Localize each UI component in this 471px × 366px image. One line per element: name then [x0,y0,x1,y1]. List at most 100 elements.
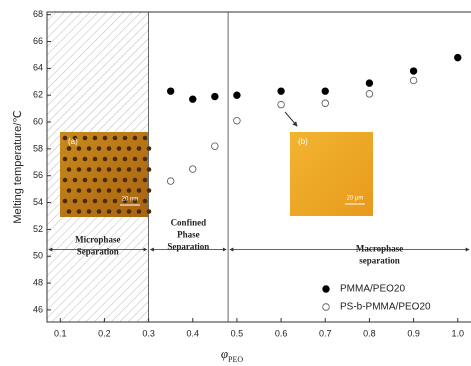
inset-texture [83,157,88,162]
inset-texture [143,136,148,141]
x-tick-label: 0.7 [319,328,332,338]
inset-pointer [285,112,297,126]
inset-texture [67,167,72,172]
legend-marker [323,304,330,311]
data-point [212,143,219,150]
inset-texture [133,178,138,183]
y-tick-label: 48 [33,277,43,287]
region-label: Macrophase [356,244,403,254]
inset-texture [87,146,92,151]
inset-texture [143,199,148,204]
inset-texture [123,157,128,162]
inset-texture [147,146,152,151]
inset-texture [93,157,98,162]
inset-texture [67,209,72,214]
inset-texture [107,167,112,172]
y-tick-label: 58 [33,143,43,153]
x-tick-label: 0.4 [186,328,199,338]
inset-texture [97,188,102,193]
inset-texture [73,157,78,162]
x-tick-label: 0.2 [98,328,111,338]
x-tick-label: 0.1 [54,328,67,338]
y-tick-label: 68 [33,9,43,19]
inset-scale: 20 μm [347,196,364,202]
y-tick-label: 60 [33,116,43,126]
inset-texture [77,146,82,151]
inset-texture [147,188,152,193]
inset-texture [63,199,68,204]
inset-texture [77,188,82,193]
legend-label: PMMA/PEO20 [340,284,405,295]
inset-texture [137,209,142,214]
inset-texture [73,178,78,183]
data-point [234,117,241,124]
x-axis-label: φPEO [221,346,244,364]
inset-texture [143,178,148,183]
inset-texture [117,146,122,151]
inset-texture [127,146,132,151]
data-point [454,54,461,61]
inset-texture [137,188,142,193]
inset-texture [63,136,68,141]
data-point [167,178,174,185]
region-label: Microphase [75,235,120,245]
inset-texture [117,167,122,172]
inset-texture [113,136,118,141]
inset-texture [83,199,88,204]
inset-texture [127,188,132,193]
data-point [366,91,373,98]
data-point [366,80,373,87]
y-tick-label: 66 [33,36,43,46]
region-label: Confined [171,218,207,228]
data-point [189,96,196,103]
inset-texture [133,136,138,141]
y-tick-label: 46 [33,304,43,314]
inset-texture [147,209,152,214]
inset-label: (a) [68,137,78,146]
legend-label: PS-b-PMMA/PEO20 [340,302,431,313]
y-axis-label: Melting temperature/℃ [12,110,24,223]
inset-texture [133,157,138,162]
data-point [410,68,417,75]
data-point [189,166,196,173]
inset-texture [113,178,118,183]
inset-texture [107,146,112,151]
inset-texture [117,209,122,214]
inset-texture [93,199,98,204]
inset-texture [113,199,118,204]
x-axis-symbol: φ [221,346,228,361]
inset-texture [103,157,108,162]
chart: 4648505254565860626466680.10.20.30.40.50… [0,0,471,366]
data-point [322,88,329,95]
inset-texture [127,167,132,172]
inset-texture [117,188,122,193]
inset-texture [143,157,148,162]
region-label: Separation [167,242,209,252]
y-tick-label: 56 [33,170,43,180]
legend-marker [323,286,330,293]
inset-texture [67,146,72,151]
inset-texture [107,209,112,214]
data-point [167,88,174,95]
inset-texture [87,209,92,214]
data-point [234,92,241,99]
inset-texture [103,136,108,141]
region-label: separation [359,256,400,266]
inset-texture [77,167,82,172]
inset-texture [103,199,108,204]
inset-texture [123,136,128,141]
data-point [322,100,329,107]
data-point [212,93,219,100]
inset-texture [83,178,88,183]
region-label: Phase [177,230,200,240]
x-tick-label: 0.9 [407,328,420,338]
inset-texture [107,188,112,193]
inset-texture [93,178,98,183]
region-label: Separation [77,247,119,257]
inset-texture [97,209,102,214]
inset-texture [73,199,78,204]
inset-texture [83,136,88,141]
x-tick-label: 0.5 [231,328,244,338]
inset-texture [77,209,82,214]
inset-texture [147,167,152,172]
